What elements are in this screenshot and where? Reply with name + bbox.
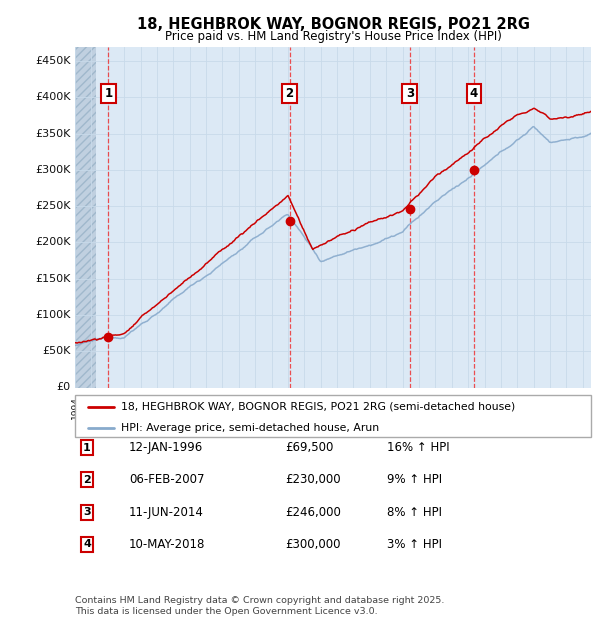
Text: 1: 1 bbox=[104, 87, 112, 100]
Text: 1998: 1998 bbox=[136, 396, 145, 419]
Text: £250K: £250K bbox=[35, 201, 71, 211]
Text: 4: 4 bbox=[83, 539, 91, 549]
Text: 2005: 2005 bbox=[251, 396, 260, 419]
Text: 2002: 2002 bbox=[202, 396, 211, 418]
Text: £350K: £350K bbox=[35, 128, 71, 138]
Text: £400K: £400K bbox=[35, 92, 71, 102]
Text: 18, HEGHBROK WAY, BOGNOR REGIS, PO21 2RG (semi-detached house): 18, HEGHBROK WAY, BOGNOR REGIS, PO21 2RG… bbox=[121, 402, 515, 412]
Text: 2010: 2010 bbox=[332, 396, 341, 419]
Text: 4: 4 bbox=[470, 87, 478, 100]
Text: Contains HM Land Registry data © Crown copyright and database right 2025.
This d: Contains HM Land Registry data © Crown c… bbox=[75, 596, 445, 616]
Text: 2007: 2007 bbox=[283, 396, 292, 419]
Text: 18, HEGHBROK WAY, BOGNOR REGIS, PO21 2RG: 18, HEGHBROK WAY, BOGNOR REGIS, PO21 2RG bbox=[137, 17, 530, 32]
Text: 1995: 1995 bbox=[87, 396, 96, 419]
Text: 2008: 2008 bbox=[300, 396, 309, 419]
Text: 2016: 2016 bbox=[431, 396, 440, 419]
Text: 2011: 2011 bbox=[349, 396, 358, 419]
Text: 2006: 2006 bbox=[267, 396, 276, 419]
Text: 1997: 1997 bbox=[119, 396, 128, 419]
Text: 2003: 2003 bbox=[218, 396, 227, 419]
Text: 3: 3 bbox=[406, 87, 414, 100]
Text: 2025: 2025 bbox=[578, 396, 587, 418]
Text: 1: 1 bbox=[83, 443, 91, 453]
Text: £450K: £450K bbox=[35, 56, 71, 66]
Text: 2: 2 bbox=[83, 475, 91, 485]
Text: 2013: 2013 bbox=[382, 396, 391, 419]
Text: 2017: 2017 bbox=[447, 396, 456, 419]
Text: 2019: 2019 bbox=[480, 396, 489, 419]
Text: 2004: 2004 bbox=[235, 396, 244, 418]
Text: 16% ↑ HPI: 16% ↑ HPI bbox=[387, 441, 449, 454]
Text: £69,500: £69,500 bbox=[285, 441, 334, 454]
Text: £200K: £200K bbox=[35, 237, 71, 247]
Text: £300,000: £300,000 bbox=[285, 538, 341, 551]
Text: 2015: 2015 bbox=[415, 396, 424, 419]
Text: 1996: 1996 bbox=[103, 396, 112, 419]
Text: £150K: £150K bbox=[35, 273, 71, 284]
Text: 2021: 2021 bbox=[513, 396, 522, 418]
Text: 12-JAN-1996: 12-JAN-1996 bbox=[129, 441, 203, 454]
Text: 06-FEB-2007: 06-FEB-2007 bbox=[129, 474, 205, 486]
Text: 11-JUN-2014: 11-JUN-2014 bbox=[129, 506, 204, 518]
Text: 2000: 2000 bbox=[169, 396, 178, 419]
Text: 2012: 2012 bbox=[365, 396, 374, 418]
Text: 2: 2 bbox=[286, 87, 293, 100]
Text: £0: £0 bbox=[57, 383, 71, 392]
Text: 2001: 2001 bbox=[185, 396, 194, 419]
Text: 9% ↑ HPI: 9% ↑ HPI bbox=[387, 474, 442, 486]
Text: 2018: 2018 bbox=[464, 396, 473, 419]
Text: 2020: 2020 bbox=[496, 396, 505, 418]
Text: 10-MAY-2018: 10-MAY-2018 bbox=[129, 538, 205, 551]
Text: 2009: 2009 bbox=[316, 396, 325, 419]
Text: £230,000: £230,000 bbox=[285, 474, 341, 486]
Text: 1999: 1999 bbox=[152, 396, 161, 419]
Text: £100K: £100K bbox=[35, 310, 71, 320]
Text: 2023: 2023 bbox=[545, 396, 554, 418]
Text: 1994: 1994 bbox=[71, 396, 79, 419]
Text: Price paid vs. HM Land Registry's House Price Index (HPI): Price paid vs. HM Land Registry's House … bbox=[164, 30, 502, 43]
Text: £300K: £300K bbox=[35, 165, 71, 175]
Text: 3% ↑ HPI: 3% ↑ HPI bbox=[387, 538, 442, 551]
Text: 2014: 2014 bbox=[398, 396, 407, 418]
Text: 3: 3 bbox=[83, 507, 91, 517]
Text: 8% ↑ HPI: 8% ↑ HPI bbox=[387, 506, 442, 518]
Text: 2024: 2024 bbox=[562, 396, 571, 418]
Text: £246,000: £246,000 bbox=[285, 506, 341, 518]
Text: HPI: Average price, semi-detached house, Arun: HPI: Average price, semi-detached house,… bbox=[121, 423, 380, 433]
Text: 2022: 2022 bbox=[529, 396, 538, 418]
Text: £50K: £50K bbox=[43, 346, 71, 356]
